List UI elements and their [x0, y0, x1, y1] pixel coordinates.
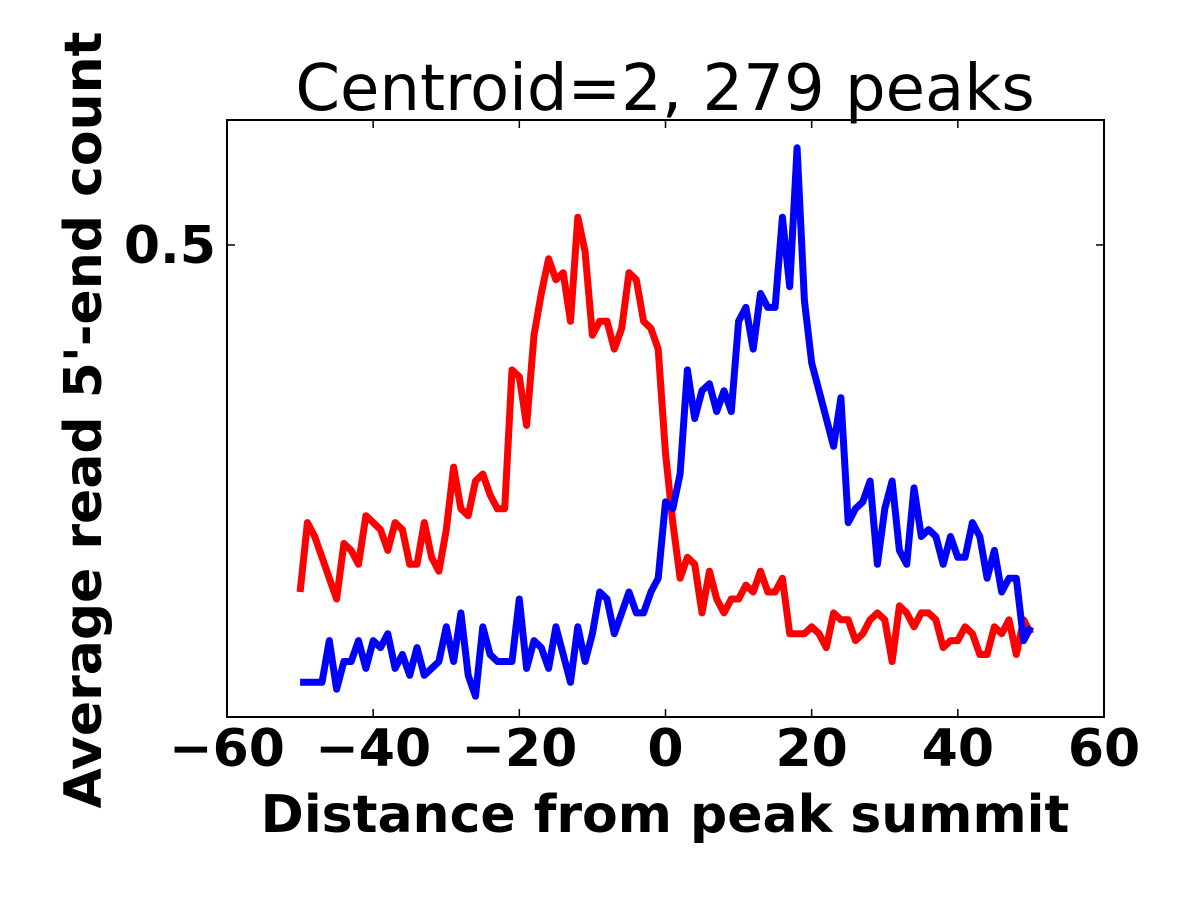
x-axis-label: Distance from peak summit — [261, 785, 1070, 845]
y-tick-label: 0.5 — [124, 216, 216, 276]
x-tick-label: 0 — [647, 719, 683, 779]
x-tick-label: 20 — [775, 719, 847, 779]
series-group — [296, 144, 1034, 700]
y-axis-label: Average read 5'-end count — [54, 32, 114, 809]
ticks-group: −60 −40 −20 0 20 40 60 0.5 — [124, 120, 1140, 779]
series-line-2 — [300, 144, 1034, 700]
x-tick-label: −20 — [461, 719, 577, 779]
x-tick-label: −40 — [315, 719, 431, 779]
x-tick-label: 40 — [922, 719, 994, 779]
x-tick-label: −60 — [169, 719, 285, 779]
x-tick-label: 60 — [1068, 719, 1140, 779]
series-line-1 — [296, 213, 1034, 665]
chart-title: Centroid=2, 279 peaks — [295, 52, 1034, 126]
